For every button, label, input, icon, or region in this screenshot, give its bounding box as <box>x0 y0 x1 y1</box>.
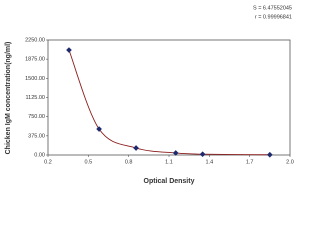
data-point <box>96 126 102 132</box>
fit-curve <box>68 49 270 156</box>
x-tick-label: 1.1 <box>165 159 173 165</box>
plot-frame <box>47 39 291 156</box>
x-tick-label: 0.2 <box>44 159 52 165</box>
y-tick-label: 375.00 <box>28 133 45 139</box>
y-tick-label: 1500.00 <box>25 76 45 82</box>
annotation: r = 0.99996841 <box>255 14 292 20</box>
y-tick-label: 1875.00 <box>25 57 45 63</box>
y-tick-label: 1125.00 <box>26 95 45 101</box>
y-tick-label: 750.00 <box>28 114 45 120</box>
x-tick-label: 1.7 <box>246 159 254 165</box>
x-tick-label: 0.5 <box>85 159 93 165</box>
page: S = 6.47552045 r = 0.99996841 Optical De… <box>4 5 294 185</box>
data-point <box>199 151 206 158</box>
chart: S = 6.47552045 r = 0.99996841 Optical De… <box>5 5 294 185</box>
data-point <box>66 47 72 53</box>
data-point <box>172 150 179 156</box>
y-axis-label: Chicken IgM concentration(ng/ml) <box>5 42 12 155</box>
y-tick-label: 0.00 <box>34 152 45 158</box>
data-point <box>267 151 273 158</box>
x-tick-label: 2.0 <box>286 159 294 165</box>
annotation: S = 6.47552045 <box>253 5 292 11</box>
x-tick-label: 1.4 <box>206 159 214 165</box>
x-tick-label: 0.8 <box>125 159 133 165</box>
data-point <box>133 145 139 151</box>
x-axis-label: Optical Density <box>144 178 195 185</box>
y-tick-label: 2250.00 <box>25 37 45 43</box>
